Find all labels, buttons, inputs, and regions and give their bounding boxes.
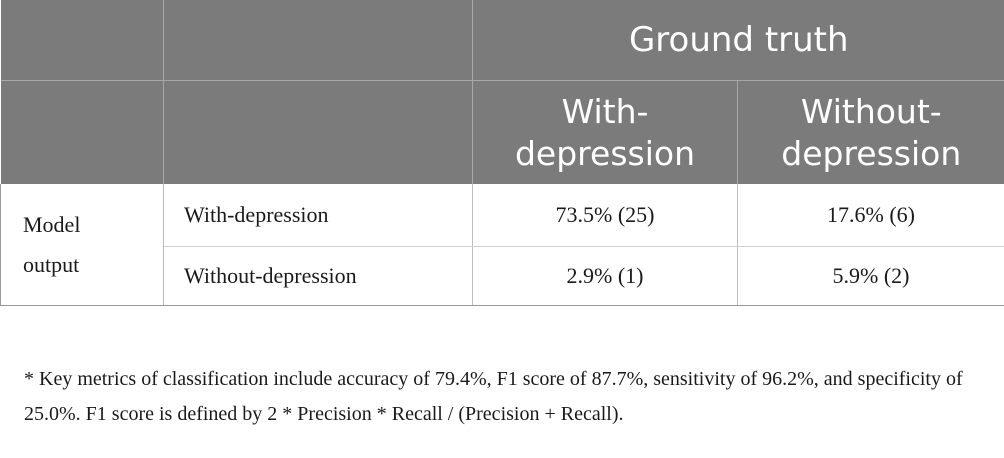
table-cell: 17.6% (6) bbox=[737, 184, 1004, 247]
header-row-group: Ground truth bbox=[0, 0, 1004, 81]
header-empty-cell bbox=[163, 80, 473, 184]
table-header: Ground truth With- depression Without- d… bbox=[0, 0, 1004, 184]
header-empty-cell bbox=[0, 0, 164, 81]
table-body: Model output With-depression 73.5% (25) … bbox=[0, 184, 1004, 306]
header-empty-cell bbox=[163, 0, 473, 81]
table-row: Model output With-depression 73.5% (25) … bbox=[0, 184, 1004, 306]
ground-truth-header: Ground truth bbox=[471, 0, 1004, 81]
column-header-with-depression: With- depression bbox=[472, 80, 738, 184]
confusion-matrix-table-wrap: Ground truth With- depression Without- d… bbox=[0, 0, 1004, 306]
row-group-header-model-output: Model output bbox=[0, 184, 164, 306]
row-label: With-depression bbox=[163, 184, 473, 247]
table-row: Without-depression 2.9% (1) 5.9% (2) bbox=[1, 246, 1004, 306]
row-label: Without-depression bbox=[163, 246, 473, 306]
table-cell: 2.9% (1) bbox=[472, 246, 738, 306]
header-row-columns: With- depression Without- depression bbox=[0, 80, 1004, 184]
column-header-label: With- depression bbox=[514, 91, 695, 173]
column-header-label: Without- depression bbox=[781, 91, 962, 173]
table-footnote: * Key metrics of classification include … bbox=[24, 368, 963, 425]
table-cell: 5.9% (2) bbox=[737, 246, 1004, 306]
header-empty-cell bbox=[0, 80, 164, 184]
table-cell: 73.5% (25) bbox=[472, 184, 738, 247]
row-group-label: Model output bbox=[23, 211, 81, 277]
confusion-matrix-table: Ground truth With- depression Without- d… bbox=[0, 0, 1004, 306]
column-header-without-depression: Without- depression bbox=[736, 80, 1004, 184]
